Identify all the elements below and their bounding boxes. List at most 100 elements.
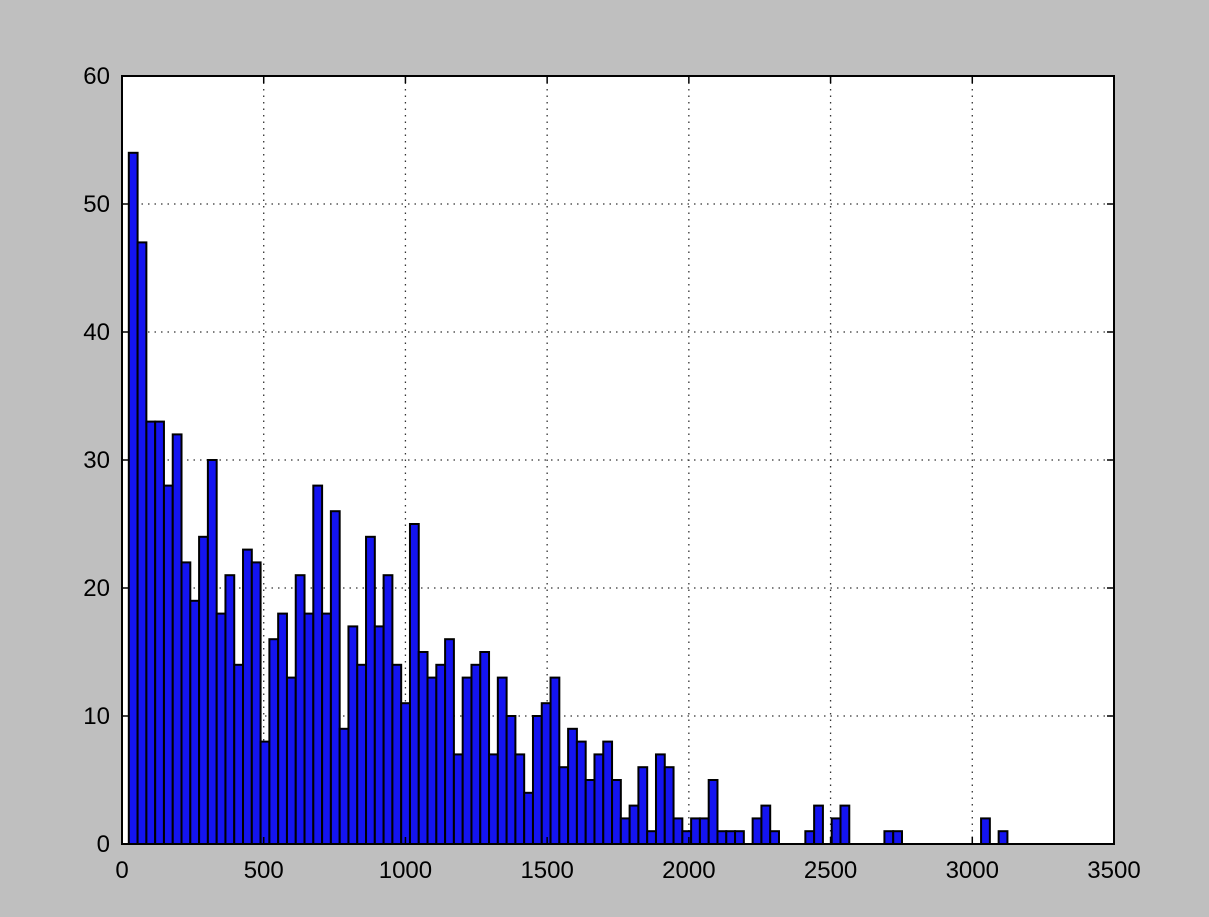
histogram-bar xyxy=(663,766,675,846)
x-tick-label: 1500 xyxy=(520,857,573,884)
histogram-bar xyxy=(619,817,631,846)
histogram-bar xyxy=(892,830,903,846)
histogram-bar xyxy=(725,830,737,846)
histogram-bar xyxy=(830,817,842,846)
histogram-bar xyxy=(452,753,464,846)
histogram-bar xyxy=(277,612,288,845)
histogram-bar xyxy=(189,599,201,845)
histogram-bar xyxy=(980,817,991,846)
histogram-bar xyxy=(751,817,763,846)
histogram-bar xyxy=(769,830,780,846)
axis-ticks xyxy=(121,75,1115,845)
histogram-bar xyxy=(531,715,543,845)
x-tick-label: 500 xyxy=(244,857,284,884)
histogram-bar xyxy=(136,241,148,845)
histogram-bar xyxy=(672,817,684,846)
x-tick-label: 3000 xyxy=(946,857,999,884)
histogram-bar xyxy=(461,676,473,845)
histogram-bar xyxy=(154,420,165,845)
histogram-bar xyxy=(329,510,341,845)
histogram-bar xyxy=(408,523,420,845)
histogram-bar xyxy=(259,740,271,845)
histogram-bar xyxy=(303,612,315,845)
histogram-bar xyxy=(162,484,174,845)
histogram-bar xyxy=(567,727,578,845)
histogram-bar xyxy=(575,740,587,845)
histogram-bar xyxy=(242,548,253,845)
histogram-bar xyxy=(488,753,499,846)
histogram-bar xyxy=(391,663,403,845)
histogram-bar xyxy=(321,612,332,845)
histogram-bar xyxy=(804,830,816,846)
histogram-bar xyxy=(426,676,438,845)
histogram-bar xyxy=(347,625,359,846)
histogram-bar xyxy=(514,753,526,846)
histogram-bar xyxy=(593,753,605,846)
histogram-bar xyxy=(198,535,209,845)
histogram-bar xyxy=(206,459,218,845)
histogram-bar xyxy=(637,766,649,846)
histogram-bar xyxy=(496,676,508,845)
grid-lines xyxy=(122,76,1114,844)
histogram-bar xyxy=(540,702,552,846)
x-axis-tick-labels: 0 500 1000 1500 2000 2500 3000 3500 xyxy=(115,857,1140,884)
y-tick-label: 50 xyxy=(83,191,110,218)
histogram-bar xyxy=(285,676,297,845)
histogram-bar xyxy=(127,151,139,846)
histogram-bar xyxy=(997,830,1009,846)
histogram-bar xyxy=(435,663,447,845)
histogram-bar xyxy=(382,574,394,845)
histogram-bar xyxy=(698,817,710,846)
histogram-bar xyxy=(839,804,851,845)
histogram-bar xyxy=(338,727,350,845)
histogram-bar xyxy=(716,830,728,846)
y-tick-label: 30 xyxy=(83,447,110,474)
y-tick-label: 60 xyxy=(83,63,110,90)
x-tick-label: 1000 xyxy=(379,857,432,884)
x-tick-label: 2000 xyxy=(662,857,715,884)
histogram-bar xyxy=(760,804,772,845)
x-tick-label: 3500 xyxy=(1087,857,1140,884)
histogram-bar xyxy=(734,830,745,846)
histogram-bar xyxy=(365,535,376,845)
histogram-bar xyxy=(681,830,693,846)
histogram-bar xyxy=(584,779,596,845)
histogram-bar xyxy=(180,561,192,846)
x-tick-label: 0 xyxy=(115,857,128,884)
y-tick-label: 10 xyxy=(83,703,110,730)
histogram-bar xyxy=(145,420,157,845)
histogram-bar xyxy=(523,791,534,845)
y-tick-label: 0 xyxy=(97,831,110,858)
histogram-bar xyxy=(294,574,306,845)
histogram-bar xyxy=(654,753,666,846)
histogram-bar xyxy=(250,561,262,846)
histogram-bar xyxy=(558,766,570,846)
histogram-bar xyxy=(549,676,561,845)
histogram-bar xyxy=(224,574,236,845)
histogram-bar xyxy=(312,484,324,845)
histogram-bars xyxy=(127,151,1009,846)
histogram-bar xyxy=(813,804,824,845)
histogram-bar xyxy=(373,625,385,846)
histogram-bar xyxy=(417,651,429,845)
histogram-bar xyxy=(233,663,245,845)
histogram-bar xyxy=(628,804,640,845)
histogram-bar xyxy=(171,433,183,845)
y-tick-label: 20 xyxy=(83,575,110,602)
histogram-bar xyxy=(444,638,455,846)
histogram-bar xyxy=(646,830,657,846)
y-axis-tick-labels: 0 10 20 30 40 50 60 xyxy=(83,63,110,858)
histogram-bar xyxy=(602,740,614,845)
histogram-bar xyxy=(470,663,482,845)
histogram-bar xyxy=(215,612,227,845)
histogram-bar xyxy=(690,817,701,846)
histogram-bar xyxy=(883,830,895,846)
histogram-bar xyxy=(707,779,719,845)
histogram-bar xyxy=(268,638,280,846)
x-tick-label: 2500 xyxy=(804,857,857,884)
histogram-bar xyxy=(611,779,622,845)
histogram-bar xyxy=(505,715,517,845)
histogram-bar xyxy=(356,663,368,845)
histogram-bar xyxy=(479,651,491,845)
